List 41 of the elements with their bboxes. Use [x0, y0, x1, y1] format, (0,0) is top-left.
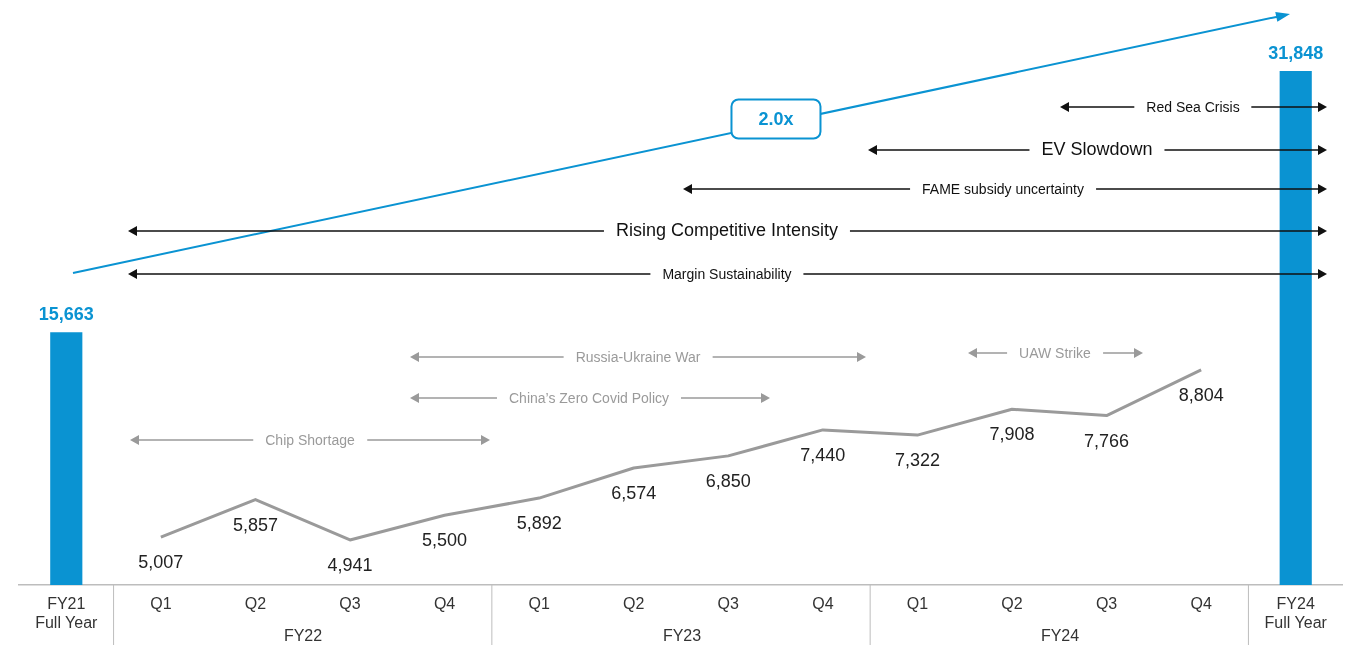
data-label: 7,440	[800, 444, 846, 465]
text: FY22	[282, 626, 324, 645]
x-tick-label: Q3	[339, 595, 361, 613]
x-tick-label: Q1	[150, 595, 172, 613]
data-label: 6,574	[611, 483, 657, 503]
annotation: Russia-Ukraine War	[563, 348, 713, 366]
data-label: 7,322	[894, 450, 940, 471]
text: FY24	[1039, 626, 1081, 645]
x-tick-label: Q4	[433, 595, 456, 613]
data-label: 4,941	[327, 554, 373, 575]
x-tick-label: Q2	[244, 595, 267, 613]
annotation: EV Slowdown	[1029, 139, 1165, 161]
data-label: 5,007	[138, 551, 184, 572]
x-tick-label: Q2	[1001, 595, 1023, 613]
x-tick-label: Q3	[1095, 595, 1118, 613]
data-label: 7,766	[1084, 430, 1130, 451]
data-label: 5,500	[422, 530, 468, 551]
x-tick-label: Q3	[717, 595, 740, 613]
data-label: 5,892	[516, 513, 562, 534]
x-tick-label: Q1	[528, 595, 550, 613]
text: FY23	[661, 626, 703, 645]
annotation: 2.0x	[730, 98, 822, 140]
data-label: 31,848	[1268, 42, 1324, 63]
x-tick-label: Q4	[1190, 595, 1212, 613]
annotation: Margin Sustainability	[650, 265, 804, 283]
annotation: Chip Shortage	[253, 431, 367, 449]
data-label: 6,850	[705, 470, 751, 491]
data-label: 7,908	[989, 424, 1035, 445]
annotation: UAW Strike	[1007, 344, 1103, 362]
annotation: China’s Zero Covid Policy	[496, 389, 682, 407]
data-label: 5,857	[232, 514, 278, 535]
x-tick-label: Q2	[623, 595, 645, 613]
annotation: Rising Competitive Intensity	[603, 220, 851, 242]
x-tick-label: FY21 Full Year	[35, 595, 99, 632]
data-label: 15,663	[38, 304, 94, 325]
annotation: FAME subsidy uncertainty	[910, 180, 1096, 198]
x-tick-label: Q4	[812, 595, 834, 613]
x-tick-label: Q1	[906, 595, 929, 613]
x-tick-label: FY24 Full Year	[1264, 595, 1328, 632]
data-label: 8,804	[1178, 384, 1224, 405]
annotation: Red Sea Crisis	[1134, 98, 1252, 116]
